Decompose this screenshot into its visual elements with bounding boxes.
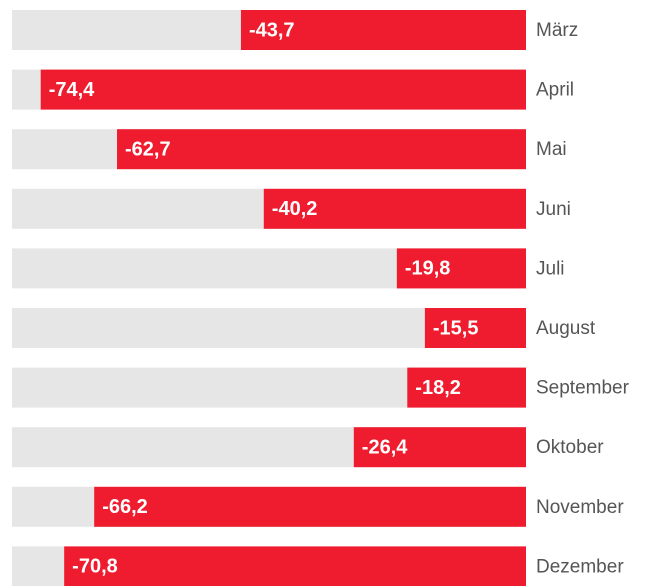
value-label: -18,2: [415, 377, 461, 399]
category-label: März: [536, 20, 578, 41]
bar: [240, 10, 526, 50]
value-label: -66,2: [102, 496, 148, 518]
value-label: -62,7: [125, 138, 171, 160]
category-label: April: [536, 80, 574, 101]
category-label: Juni: [536, 199, 571, 220]
bar: [263, 188, 526, 229]
category-label: Juli: [536, 258, 565, 279]
value-label: -40,2: [272, 198, 318, 220]
value-label: -19,8: [405, 258, 451, 280]
value-label: -70,8: [72, 556, 118, 578]
category-label: September: [536, 378, 630, 399]
value-label: -43,7: [249, 19, 295, 41]
category-label: Oktober: [536, 437, 604, 458]
value-label: -74,4: [49, 79, 95, 101]
bar: [407, 367, 526, 408]
bar: [117, 129, 527, 170]
value-label: -26,4: [362, 436, 408, 458]
value-label: -15,5: [433, 317, 479, 339]
category-label: Mai: [536, 139, 567, 160]
category-label: August: [536, 318, 596, 339]
bar: [64, 546, 526, 586]
bar: [353, 427, 526, 468]
category-label: November: [536, 497, 624, 518]
category-label: Dezember: [536, 556, 624, 577]
bar: [40, 69, 527, 110]
bar: [396, 248, 526, 289]
bar: [94, 486, 527, 527]
bar: [424, 308, 526, 348]
